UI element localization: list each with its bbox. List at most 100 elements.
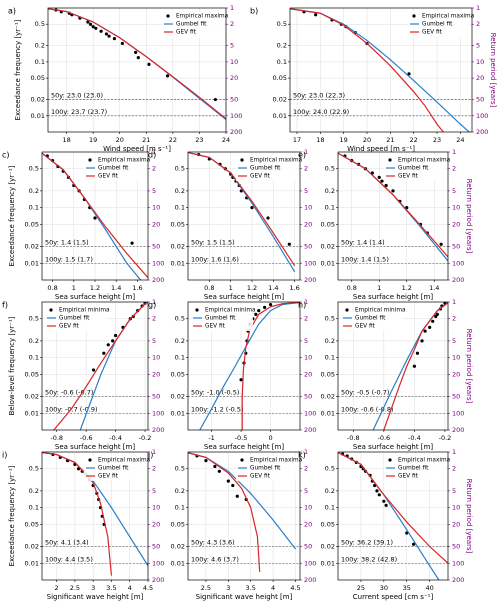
y-tick-label: 0.1 xyxy=(29,504,39,512)
data-point xyxy=(217,469,221,473)
x-tick-label: 18 xyxy=(62,136,70,144)
panel-label: f) xyxy=(2,301,8,310)
series-group xyxy=(48,8,226,121)
x-tick-label: 2.5 xyxy=(70,584,80,592)
data-point xyxy=(235,494,239,498)
y-tick-label: 0.01 xyxy=(171,259,185,267)
y2-tick-label: 2 xyxy=(452,165,456,173)
data-point xyxy=(88,22,93,26)
y-tick-label: 0.5 xyxy=(325,465,335,473)
y2-tick-label: 5 xyxy=(452,487,456,495)
legend-label: Gumbel fit xyxy=(250,466,281,472)
fit-line xyxy=(48,8,226,120)
y2-tick-label: 20 xyxy=(152,370,160,378)
annotation: 50y: 1.5 (1.5) xyxy=(191,239,235,247)
data-point xyxy=(94,26,98,30)
y2-tick-label: 1 xyxy=(452,148,456,156)
series-group xyxy=(338,452,448,580)
panel-label: i) xyxy=(2,451,7,460)
y2-tick-label: 5 xyxy=(152,187,156,195)
data-point xyxy=(136,56,140,60)
x-tick-label: 3.5 xyxy=(106,584,116,592)
x-tick-label: 0.8 xyxy=(204,284,214,292)
annotation: 100y: 1.6 (1.6) xyxy=(191,255,239,263)
y-tick-label: 0.2 xyxy=(29,337,39,345)
y2-axis-label: Return period [years] xyxy=(465,479,473,554)
y-tick-label: 0.01 xyxy=(321,259,335,267)
y2-tick-label: 2 xyxy=(230,20,234,28)
y2-tick-label: 1 xyxy=(304,148,308,156)
y2-tick-label: 5 xyxy=(304,487,308,495)
y-tick-label: 0.1 xyxy=(29,204,39,212)
y-tick-label: 0.02 xyxy=(25,393,39,401)
y2-tick-label: 20 xyxy=(452,520,460,528)
y2-tick-label: 1 xyxy=(304,448,308,456)
plot-frame xyxy=(41,301,149,431)
data-point xyxy=(375,489,379,493)
y2-tick-label: 20 xyxy=(476,74,484,82)
legend-label: GEV fit xyxy=(98,174,119,180)
plot-frame xyxy=(187,451,301,581)
y2-tick-label: 100 xyxy=(304,559,316,567)
y-tick-label: 0.5 xyxy=(29,165,39,173)
annotation: 100y: -0.6 (-0.8) xyxy=(341,405,394,413)
fit-line xyxy=(188,452,261,572)
annotation: 100y: -1.2 (-0.5) xyxy=(191,405,244,413)
legend-label: Empirical maxima xyxy=(98,158,151,164)
legend-marker xyxy=(88,458,92,462)
x-tick-label: 21 xyxy=(142,136,150,144)
y-tick-label: 0.5 xyxy=(175,315,185,323)
y-tick-label: 0.5 xyxy=(325,165,335,173)
y-tick-label: 0.01 xyxy=(321,409,335,417)
y2-tick-label: 50 xyxy=(452,243,460,251)
y2-tick-label: 200 xyxy=(152,576,164,584)
y2-tick-label: 20 xyxy=(304,370,312,378)
plot-frame xyxy=(289,7,473,133)
plot-frame xyxy=(337,301,449,431)
y2-tick-label: 20 xyxy=(452,370,460,378)
y-tick-label: 0.5 xyxy=(325,315,335,323)
annotation: 100y: 23.7 (23.7) xyxy=(51,108,107,116)
y2-tick-label: 10 xyxy=(230,58,238,66)
y-tick-label: 0.2 xyxy=(277,42,287,50)
legend-label: Empirical maxima xyxy=(398,158,451,164)
data-point xyxy=(99,29,103,33)
x-tick-label: 40 xyxy=(426,584,434,592)
x-tick-label: 1 xyxy=(72,284,76,292)
series-group xyxy=(338,152,448,262)
y2-tick-label: 100 xyxy=(152,409,164,417)
data-point xyxy=(407,72,411,76)
data-point xyxy=(111,339,115,343)
y-tick-label: 0.05 xyxy=(31,74,45,82)
annotation: 100y: 24.0 (22.9) xyxy=(293,108,349,116)
y-tick-label: 0.2 xyxy=(35,42,45,50)
y2-tick-label: 5 xyxy=(452,187,456,195)
y-tick-label: 0.1 xyxy=(325,354,335,362)
x-tick-label: 23 xyxy=(195,136,203,144)
x-tick-label: 1.6 xyxy=(289,284,299,292)
y2-tick-label: 50 xyxy=(476,96,484,104)
y-axis-label: Below-level frequency [yr⁻¹] xyxy=(8,316,16,415)
y-tick-label: 0.01 xyxy=(321,559,335,567)
y2-tick-label: 10 xyxy=(152,504,160,512)
y-tick-label: 0.2 xyxy=(325,187,335,195)
y-tick-label: 0.01 xyxy=(25,559,39,567)
x-tick-label: 19 xyxy=(340,136,348,144)
y-tick-label: 0.05 xyxy=(171,220,185,228)
y-tick-label: 0.01 xyxy=(25,259,39,267)
y2-tick-label: 50 xyxy=(152,243,160,251)
annotation: 50y: 4.3 (3.6) xyxy=(191,539,235,547)
data-point xyxy=(107,34,111,38)
y-tick-label: 0.01 xyxy=(273,112,287,120)
annotation: 50y: -0.5 (-0.7) xyxy=(341,389,389,397)
y2-tick-label: 1 xyxy=(152,148,156,156)
legend-label: Empirical maxima xyxy=(422,14,475,20)
plot-frame xyxy=(47,7,227,133)
legend-marker xyxy=(49,308,53,312)
y2-tick-label: 100 xyxy=(452,559,464,567)
fit-line xyxy=(290,8,445,132)
x-tick-label: 1.4 xyxy=(268,284,278,292)
x-tick-label: 20 xyxy=(363,136,371,144)
data-point xyxy=(287,242,291,246)
y-tick-label: 0.2 xyxy=(29,187,39,195)
